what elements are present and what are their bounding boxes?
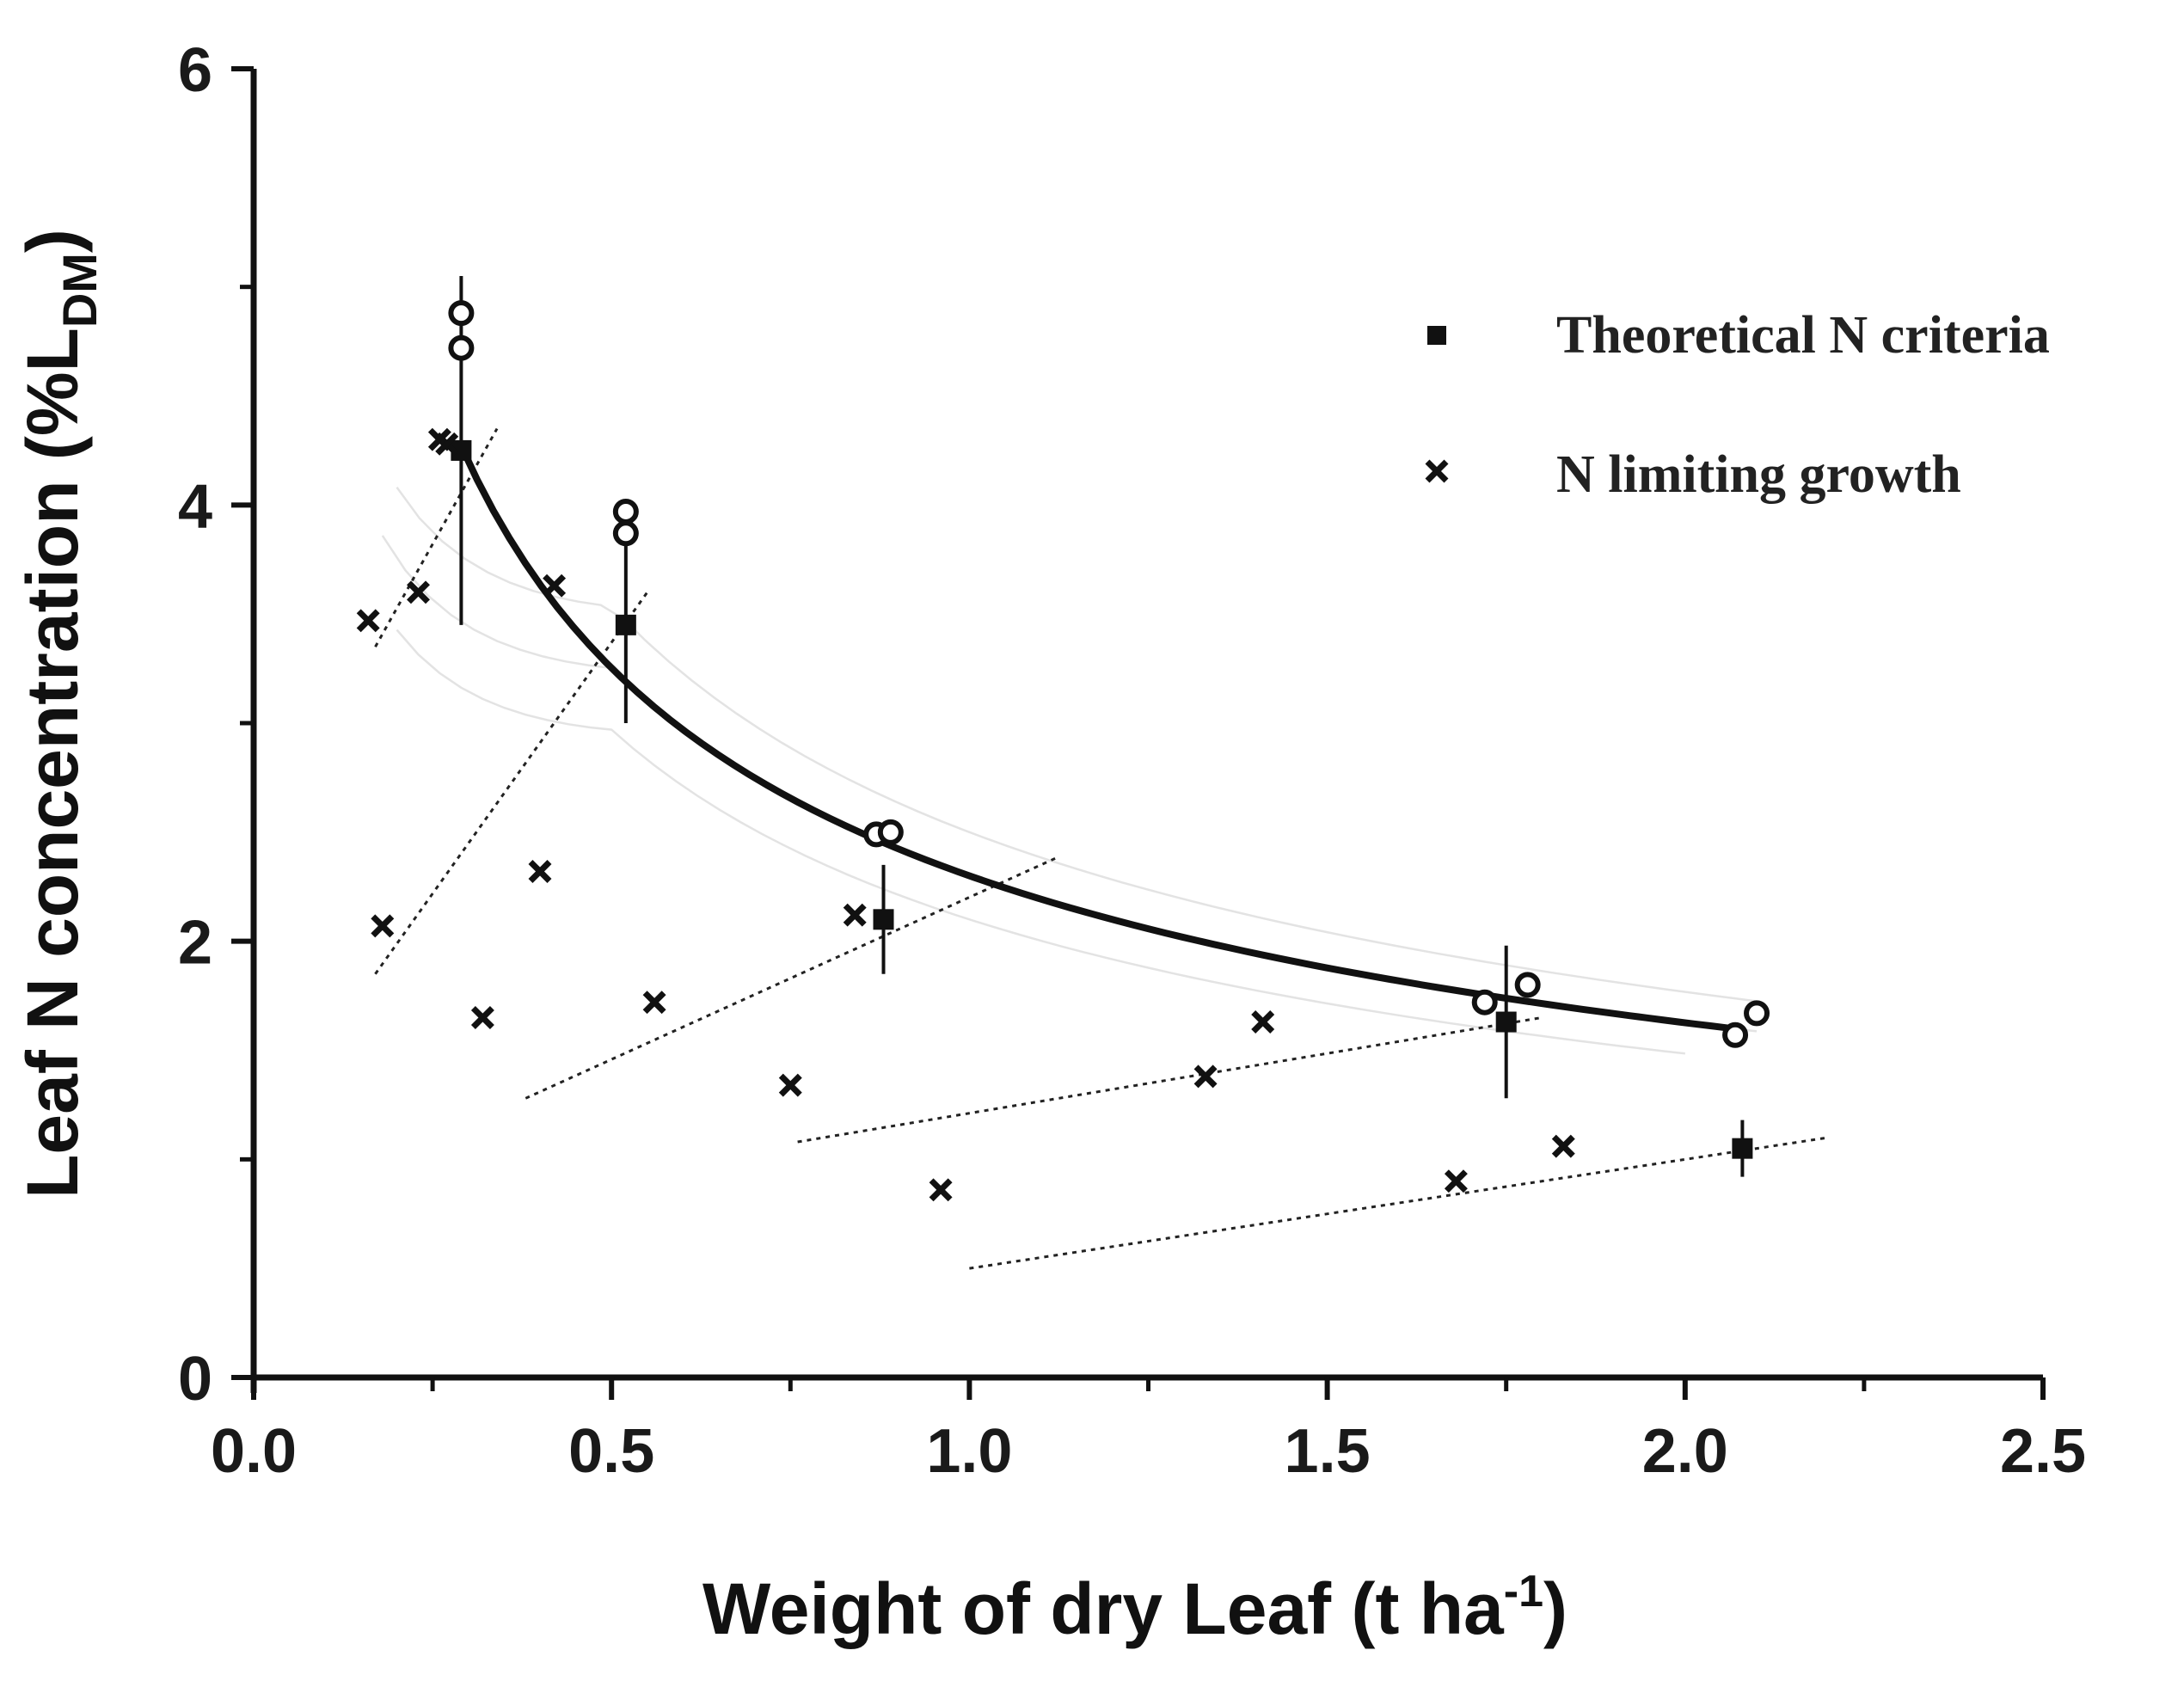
theoretical-point [615,614,636,635]
plot-area [356,275,1829,1270]
cross-stroke [1193,1064,1218,1089]
theoretical-point [1495,1011,1517,1033]
regression-line [525,856,1056,1100]
faint-curve [396,629,1685,1055]
series-limiting [356,427,1575,1202]
limiting-point [371,914,395,938]
circle-point [1744,1000,1770,1027]
cross-stroke [642,991,666,1015]
regression-line [374,427,499,647]
cross-stroke [929,1178,953,1202]
circle-point [448,300,475,327]
theoretical-point [1732,1138,1753,1159]
limiting-point [843,903,867,927]
legend-label-theoretical: Theoretical N criteria [1556,306,2050,365]
circle-point [448,334,475,361]
y-tick-label: 6 [178,36,212,105]
regression-line [797,1015,1543,1144]
x-tick-label: 2.5 [2000,1417,2086,1486]
limiting-point [778,1073,802,1097]
legend-square-marker [1427,326,1446,345]
cross-stroke [407,580,430,604]
cross-stroke [1444,1169,1468,1193]
circle-point [1722,1021,1749,1048]
faint-curve [381,535,1758,1033]
limiting-point [435,432,459,456]
series-circles [448,300,1770,1048]
series-theoretical [451,275,1753,1177]
y-tick-label: 4 [178,472,212,541]
circle-point [612,498,639,525]
x-axis: 0.0 0.5 1.0 1.5 2.0 2.5 [211,1374,2086,1486]
x-axis-title: Weight of dry Leaf (t ha-1) [702,1567,1567,1649]
legend: Theoretical N criteria N limiting growth [1425,306,2050,504]
theoretical-point [451,439,472,461]
cross-stroke [371,914,395,938]
legend-item-theoretical: Theoretical N criteria [1427,306,2050,365]
x-tick-label: 1.5 [1285,1417,1371,1486]
limiting-point [929,1178,953,1202]
circle-point [1471,989,1498,1015]
y-tick-label: 2 [178,909,212,978]
dilution-curve [457,444,1743,1034]
limiting-point [356,609,380,633]
x-tick-label: 0.5 [568,1417,654,1486]
regression-line [969,1136,1829,1270]
x-tick-label: 2.0 [1642,1417,1728,1486]
faint-curves [381,487,1758,1055]
theoretical-point [873,909,894,930]
cross-stroke [435,432,459,456]
legend-item-limiting: N limiting growth [1425,445,1961,504]
circle-point [1514,972,1541,998]
cross-stroke [543,574,567,598]
cross-stroke [356,609,380,633]
limiting-point [642,991,666,1015]
cross-stroke [1551,1134,1575,1158]
cross-stroke [470,1006,494,1029]
limiting-point [1444,1169,1468,1193]
x-tick-label: 1.0 [926,1417,1012,1486]
cross-stroke [528,860,552,883]
cross-stroke [843,903,867,927]
legend-cross-marker [1425,459,1449,483]
y-axis-title: Leaf N concentration (%LDM) [12,229,107,1199]
limiting-point [407,580,430,604]
x-tick-label: 0.0 [211,1417,297,1486]
limiting-point [1193,1064,1218,1089]
limiting-point [1551,1134,1575,1158]
y-tick-label: 0 [178,1345,212,1414]
circle-point [877,819,904,845]
y-axis: 0 2 4 6 [178,36,257,1414]
cross-stroke [778,1073,802,1097]
regression-line [374,591,649,975]
limiting-point [543,574,567,598]
faint-curve [396,487,1758,1003]
limiting-point [528,860,552,883]
cross-stroke [1251,1010,1275,1034]
regression-lines [374,427,1829,1270]
limiting-point [1251,1010,1275,1034]
limiting-point [470,1006,494,1029]
legend-label-limiting: N limiting growth [1556,445,1961,504]
circle-point [612,520,639,547]
